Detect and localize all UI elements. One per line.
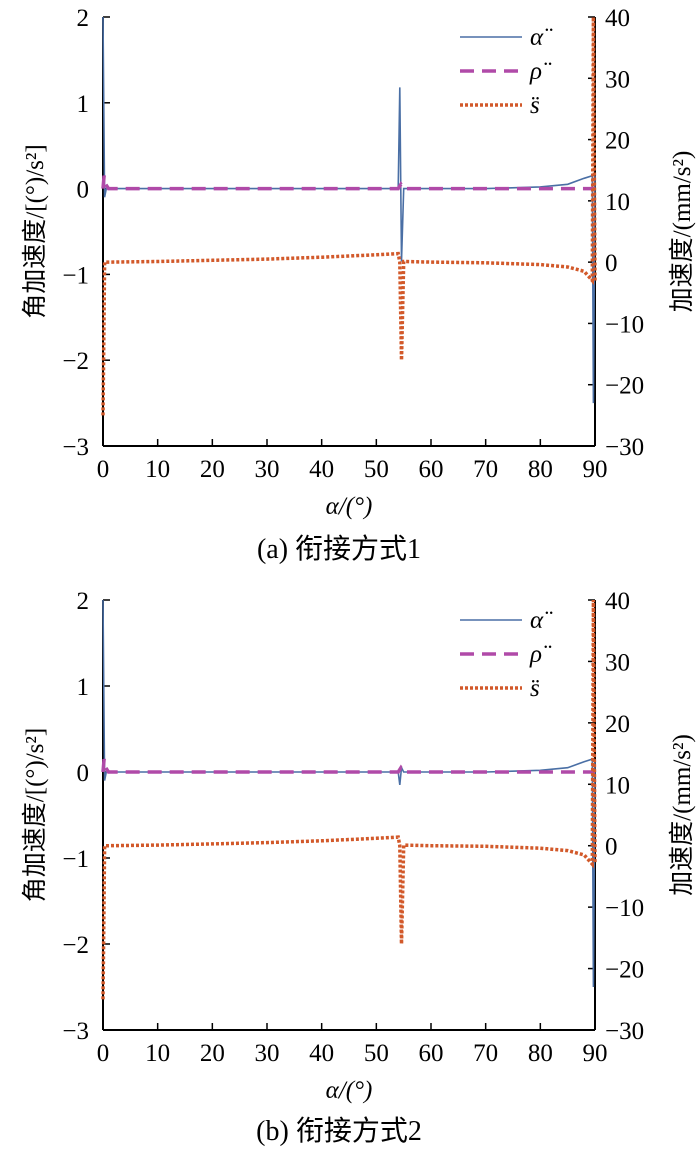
- series-line-rho: [101, 758, 595, 774]
- left-y-axis-label: 角加速度/[(°)/s²]: [21, 144, 49, 318]
- x-tick-label: 10: [145, 1040, 170, 1067]
- y-right-tick-label: 0: [605, 834, 618, 861]
- x-tick-label: 30: [255, 456, 280, 483]
- y-right-tick-label: −20: [605, 957, 644, 984]
- chart-panel-a: 0 10 20 30 40 50 60 70 80 90−3−2−1012−30−20−10010…: [21, 5, 696, 565]
- y-right-tick-label: 40: [605, 588, 630, 615]
- x-tick-label: 20: [200, 456, 225, 483]
- x-tick-label: 80: [528, 1040, 553, 1067]
- y-right-tick-label: 30: [605, 66, 630, 93]
- y-left-tick-label: 0: [77, 760, 90, 787]
- series-line-rho: [101, 175, 595, 191]
- legend-label: α̈: [530, 607, 553, 634]
- x-tick-label: 70: [473, 456, 498, 483]
- x-axis-label: α/(°): [326, 1077, 373, 1104]
- y-left-tick-label: 2: [77, 5, 90, 32]
- chart-caption: (a) 衔接方式1: [257, 533, 421, 565]
- y-right-tick-label: 10: [605, 189, 630, 216]
- legend-label: s̈: [530, 92, 540, 119]
- x-tick-label: 0: [97, 456, 110, 483]
- y-right-tick-label: 0: [605, 250, 618, 277]
- y-right-tick-label: 40: [605, 5, 630, 32]
- legend-label: ρ̈: [529, 58, 552, 85]
- series-line-alpha: [102, 599, 596, 988]
- y-left-tick-label: −3: [62, 434, 89, 461]
- y-left-tick-label: −2: [62, 932, 89, 959]
- y-left-tick-label: 1: [77, 91, 90, 118]
- chart-caption: (b) 衔接方式2: [256, 1115, 422, 1147]
- y-left-tick-label: 1: [77, 674, 90, 701]
- x-tick-label: 10: [145, 456, 170, 483]
- y-right-tick-label: −10: [605, 311, 644, 338]
- x-tick-label: 90: [583, 456, 608, 483]
- x-tick-label: 50: [364, 1040, 389, 1067]
- x-tick-label: 60: [419, 1040, 444, 1067]
- x-tick-label: 60: [419, 456, 444, 483]
- y-right-tick-label: 30: [605, 649, 630, 676]
- x-tick-label: 50: [364, 456, 389, 483]
- y-right-tick-label: −30: [605, 434, 644, 461]
- x-tick-label: 30: [255, 1040, 280, 1067]
- y-left-tick-label: 0: [77, 177, 90, 204]
- x-axis-label: α/(°): [326, 493, 373, 520]
- y-left-tick-label: −1: [62, 262, 89, 289]
- x-tick-label: 20: [200, 1040, 225, 1067]
- y-right-tick-label: 20: [605, 128, 630, 155]
- y-right-tick-label: −10: [605, 895, 644, 922]
- left-y-axis-label: 角加速度/[(°)/s²]: [21, 728, 49, 902]
- right-y-axis-label: 加速度/(mm/s²): [668, 151, 696, 313]
- series-line-s: [101, 16, 597, 416]
- series-line-s: [101, 599, 597, 1000]
- x-tick-label: 70: [473, 1040, 498, 1067]
- chart-panel-b: 0 10 20 30 40 50 60 70 80 90−3−2−1012−30−20−10010…: [21, 588, 696, 1147]
- x-tick-label: 80: [528, 456, 553, 483]
- legend-label: ρ̈: [529, 641, 552, 668]
- y-right-tick-label: −30: [605, 1018, 644, 1045]
- y-right-tick-label: −20: [605, 373, 644, 400]
- series-line-alpha: [102, 16, 596, 404]
- x-tick-label: 90: [583, 1040, 608, 1067]
- y-right-tick-label: 10: [605, 772, 630, 799]
- y-left-tick-label: −1: [62, 846, 89, 873]
- right-y-axis-label: 加速度/(mm/s²): [668, 734, 696, 896]
- legend-label: s̈: [530, 675, 540, 702]
- y-right-tick-label: 20: [605, 711, 630, 738]
- x-tick-label: 40: [309, 456, 334, 483]
- y-left-tick-label: −3: [62, 1018, 89, 1045]
- x-tick-label: 0: [97, 1040, 110, 1067]
- y-left-tick-label: 2: [77, 588, 90, 615]
- legend-label: α̈: [530, 24, 553, 51]
- y-left-tick-label: −2: [62, 348, 89, 375]
- x-tick-label: 40: [309, 1040, 334, 1067]
